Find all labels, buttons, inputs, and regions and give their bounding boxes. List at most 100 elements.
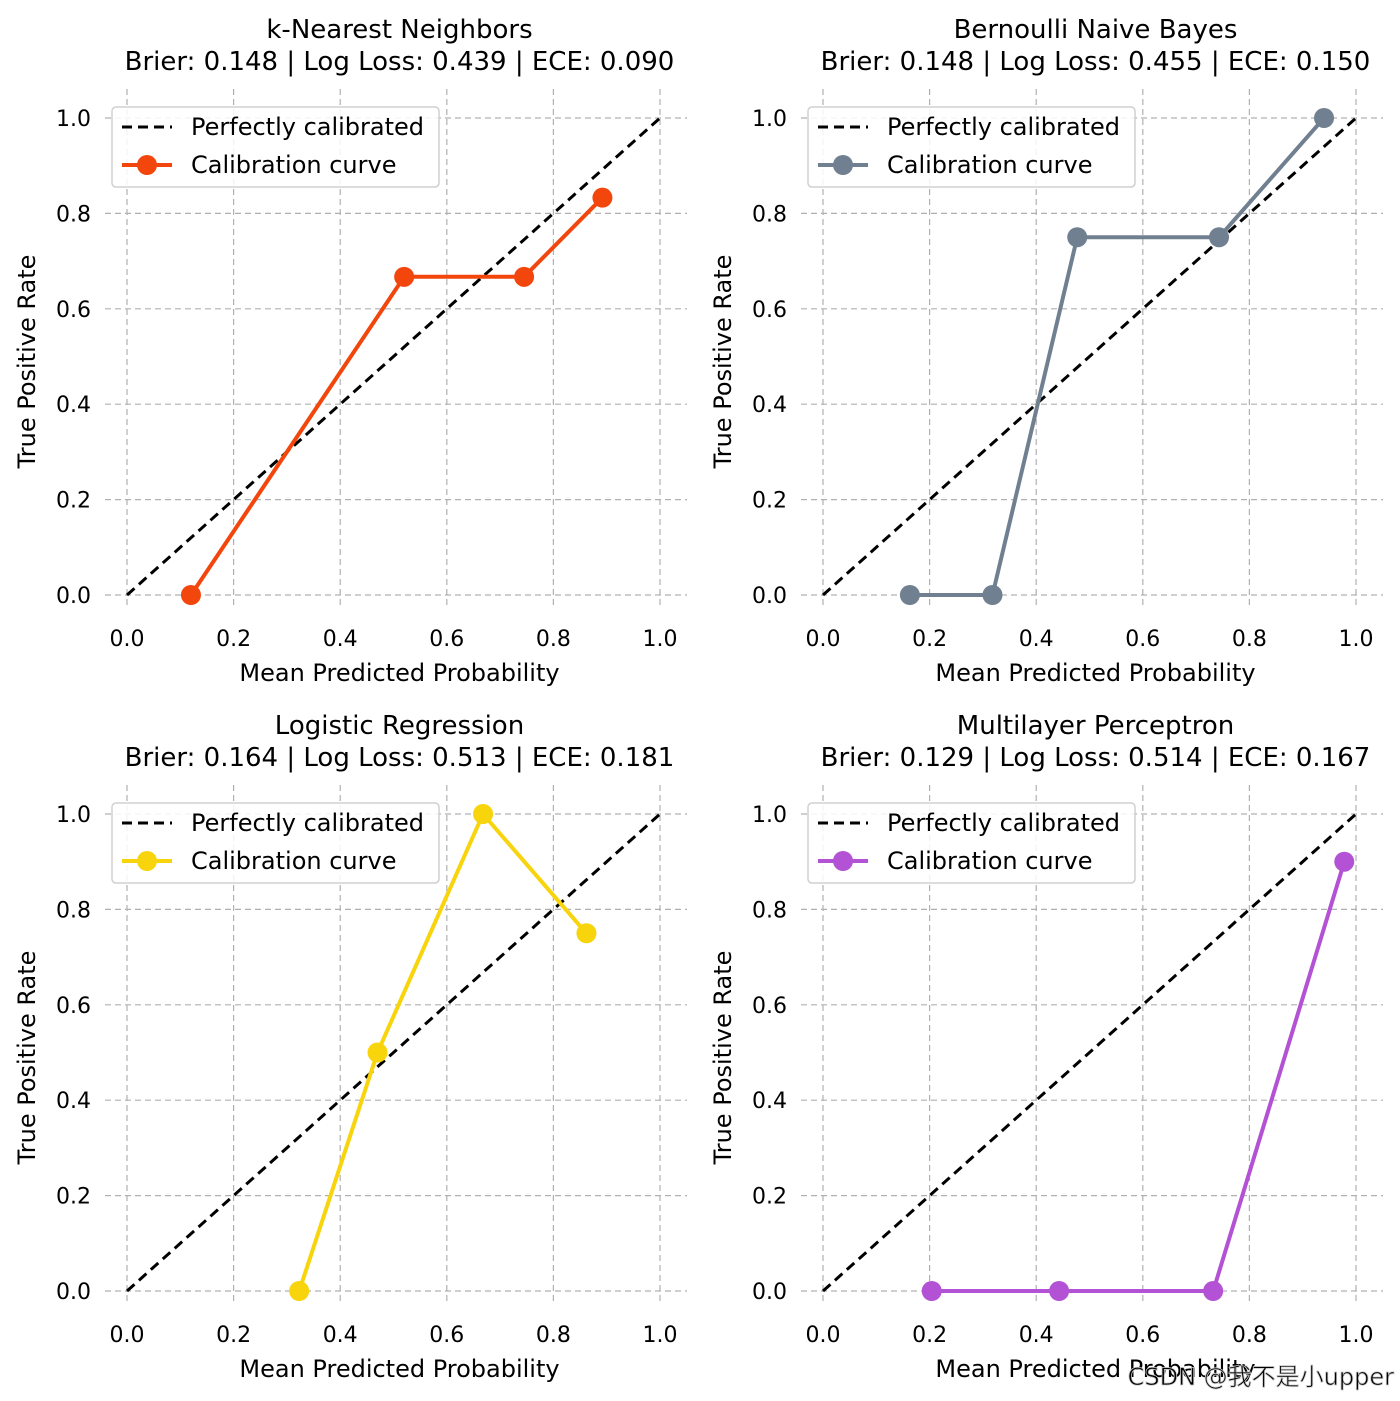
- y-tick-label: 0.6: [56, 994, 91, 1019]
- calibration-point: [1209, 227, 1230, 248]
- calibration-point: [982, 585, 1003, 605]
- calibration-line: [297, 812, 588, 1292]
- x-axis-label: Mean Predicted Probability: [239, 659, 559, 687]
- perfect-calibration-line: [821, 116, 1358, 597]
- legend: Perfectly calibrated Calibration curve: [807, 106, 1136, 188]
- legend-marker-swatch: [833, 851, 853, 871]
- y-tick-label: 0.8: [56, 898, 91, 923]
- y-tick-label: 0.6: [752, 994, 787, 1019]
- x-axis-label: Mean Predicted Probability: [935, 659, 1255, 687]
- chart-subtitle: Brier: 0.148 | Log Loss: 0.455 | ECE: 0.…: [821, 47, 1371, 77]
- y-tick-label: 0.6: [752, 298, 787, 323]
- series-perfectly-calibrated: [821, 812, 1358, 1293]
- x-tick-label: 0.4: [1019, 1323, 1054, 1348]
- legend-label: Calibration curve: [191, 151, 396, 179]
- x-tick-label: 0.6: [1125, 627, 1160, 652]
- y-tick-label: 1.0: [752, 803, 787, 828]
- x-tick-label: 0.6: [1125, 1323, 1160, 1348]
- x-axis-label: Mean Predicted Probability: [935, 1355, 1255, 1383]
- legend: Perfectly calibrated Calibration curve: [111, 106, 440, 188]
- calibration-line: [931, 861, 1347, 1293]
- y-tick-label: 0.2: [752, 489, 787, 514]
- legend-marker-swatch: [137, 851, 157, 871]
- x-tick-label: 0.2: [912, 1323, 947, 1348]
- x-tick-label: 0.8: [1232, 1323, 1267, 1348]
- calibration-point: [367, 1042, 388, 1063]
- y-tick-label: 1.0: [56, 107, 91, 132]
- legend-label: Perfectly calibrated: [887, 809, 1120, 837]
- y-tick-label: 1.0: [56, 803, 91, 828]
- legend: Perfectly calibrated Calibration curve: [111, 802, 440, 884]
- legend-label: Calibration curve: [887, 847, 1092, 875]
- calibration-point: [1334, 851, 1355, 872]
- y-tick-label: 0.4: [56, 1089, 91, 1114]
- y-tick-label: 0.2: [56, 1185, 91, 1210]
- x-tick-label: 1.0: [643, 1323, 678, 1348]
- series-perfectly-calibrated: [821, 116, 1358, 597]
- y-tick-label: 0.0: [752, 1280, 787, 1305]
- y-axis-label: True Positive Rate: [709, 255, 737, 470]
- legend-label: Perfectly calibrated: [887, 113, 1120, 141]
- calibration-point: [1049, 1281, 1070, 1301]
- legend-label: Perfectly calibrated: [191, 113, 424, 141]
- series-perfectly-calibrated: [125, 812, 662, 1293]
- y-axis-label: True Positive Rate: [709, 951, 737, 1166]
- x-tick-label: 0.0: [110, 627, 145, 652]
- legend-marker-swatch: [137, 155, 157, 175]
- y-tick-label: 0.8: [752, 898, 787, 923]
- y-axis-label: True Positive Rate: [13, 255, 41, 470]
- calibration-point: [1067, 227, 1088, 248]
- chart-title: Bernoulli Naive Bayes: [954, 15, 1238, 45]
- x-tick-label: 0.4: [323, 627, 358, 652]
- perfect-calibration-line: [821, 812, 1358, 1293]
- x-tick-label: 1.0: [1339, 1323, 1374, 1348]
- legend-label: Calibration curve: [887, 151, 1092, 179]
- x-tick-label: 0.6: [429, 1323, 464, 1348]
- y-tick-label: 1.0: [752, 107, 787, 132]
- x-tick-label: 0.4: [1019, 627, 1054, 652]
- x-tick-label: 0.2: [216, 627, 251, 652]
- calibration-point: [921, 1281, 942, 1301]
- y-tick-label: 0.0: [752, 584, 787, 609]
- x-tick-label: 0.4: [323, 1323, 358, 1348]
- y-tick-label: 0.2: [752, 1185, 787, 1210]
- x-tick-label: 0.2: [216, 1323, 251, 1348]
- y-tick-label: 0.4: [56, 393, 91, 418]
- legend-label: Perfectly calibrated: [191, 809, 424, 837]
- x-tick-label: 0.8: [1232, 627, 1267, 652]
- calibration-line: [909, 116, 1326, 597]
- y-tick-label: 0.4: [752, 1089, 787, 1114]
- x-tick-label: 0.0: [806, 627, 841, 652]
- x-axis-label: Mean Predicted Probability: [239, 1355, 559, 1383]
- perfect-calibration-line: [125, 116, 662, 597]
- series-calibration-curve: [289, 804, 597, 1301]
- y-tick-label: 0.8: [56, 202, 91, 227]
- x-tick-label: 0.8: [536, 627, 571, 652]
- chart-subtitle: Brier: 0.148 | Log Loss: 0.439 | ECE: 0.…: [125, 47, 675, 77]
- perfect-calibration-line: [125, 812, 662, 1293]
- chart-title: k-Nearest Neighbors: [266, 15, 532, 45]
- legend-marker-swatch: [833, 155, 853, 175]
- calibration-point: [899, 585, 920, 605]
- calibration-point: [180, 585, 201, 605]
- x-tick-label: 0.8: [536, 1323, 571, 1348]
- y-tick-label: 0.8: [752, 202, 787, 227]
- chart-subtitle: Brier: 0.129 | Log Loss: 0.514 | ECE: 0.…: [821, 743, 1371, 773]
- watermark-text: CSDN @我不是小upper: [1128, 1363, 1394, 1391]
- grid-lines: [105, 785, 687, 1304]
- legend-box: [111, 106, 440, 188]
- legend-label: Calibration curve: [191, 847, 396, 875]
- calibration-point: [576, 923, 597, 944]
- series-calibration-curve: [180, 187, 613, 605]
- y-tick-label: 0.6: [56, 298, 91, 323]
- y-axis-label: True Positive Rate: [13, 951, 41, 1166]
- calibration-point: [473, 804, 494, 824]
- x-tick-label: 0.0: [110, 1323, 145, 1348]
- calibration-line: [189, 196, 604, 597]
- chart-title: Logistic Regression: [275, 711, 524, 741]
